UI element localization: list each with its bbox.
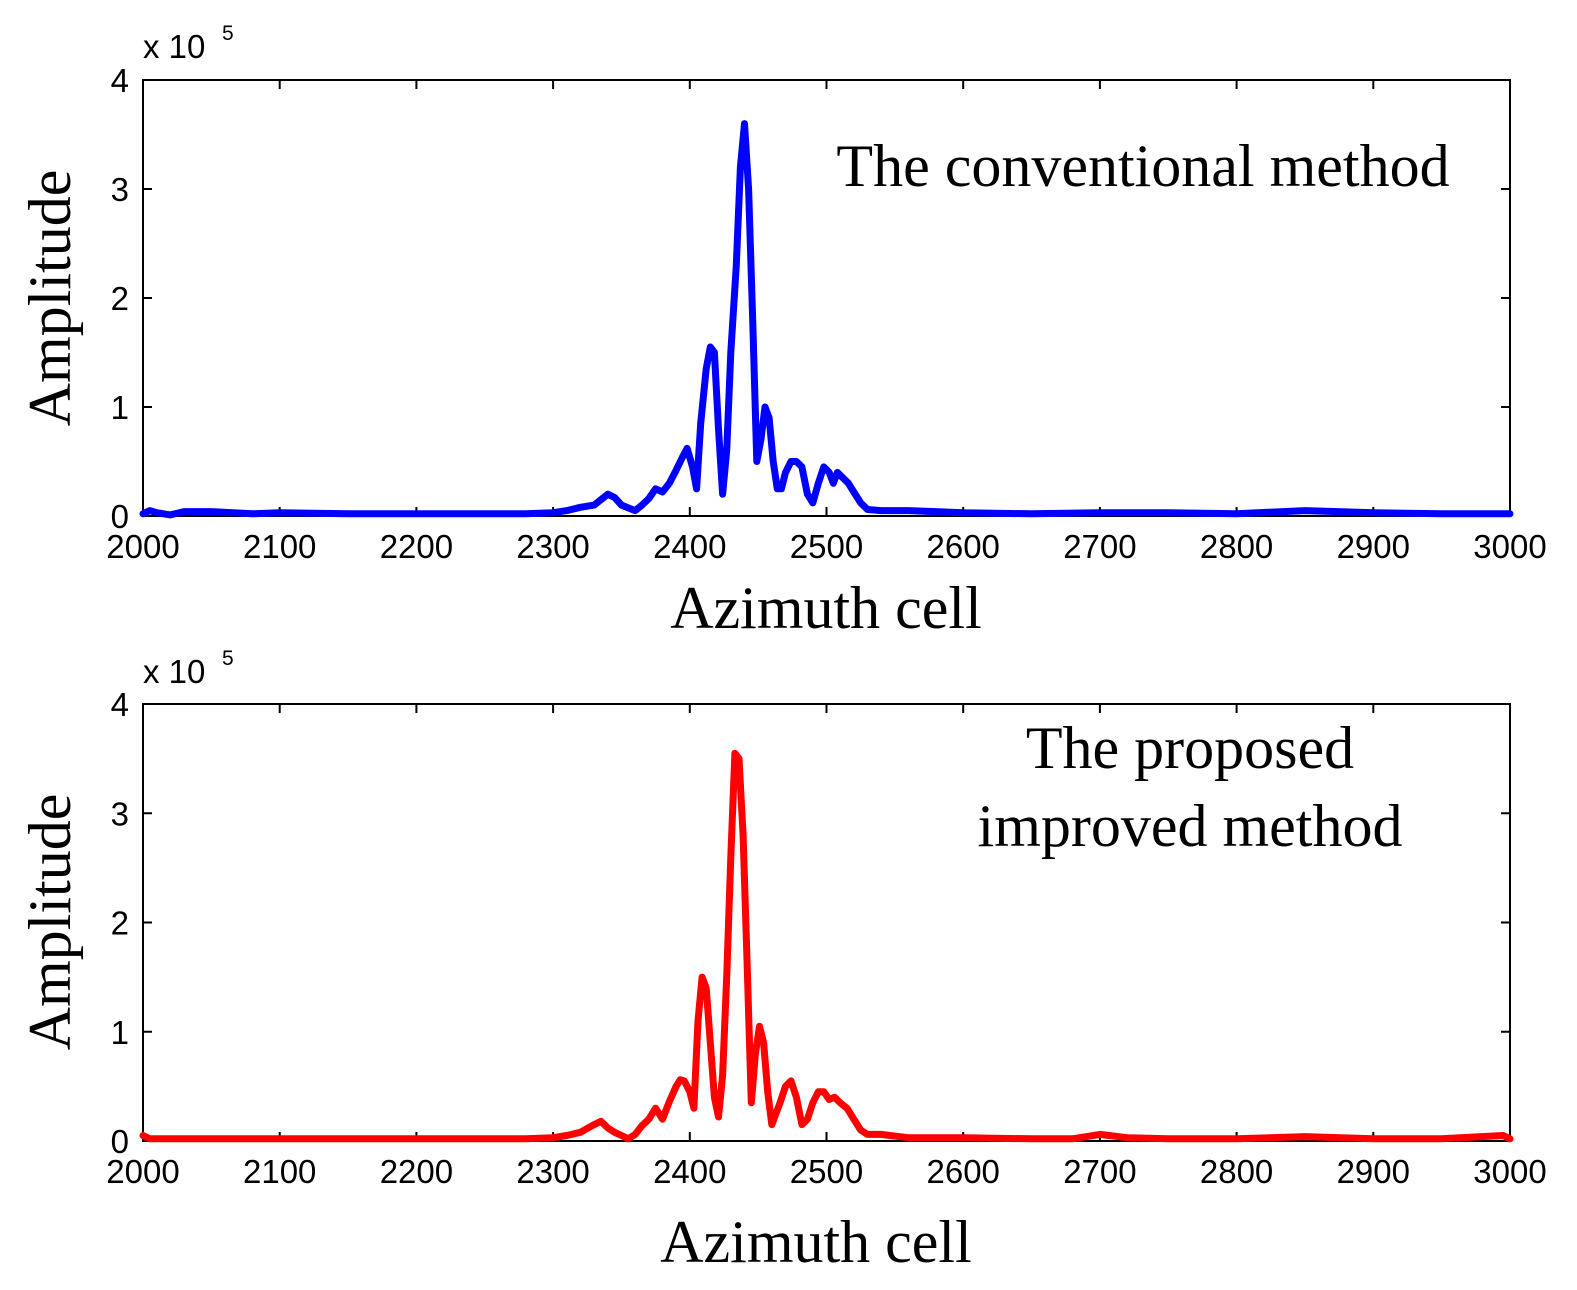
bottom-x-tick-label: 2800 [1200, 1153, 1273, 1190]
bottom-x-tick-label: 2400 [653, 1153, 726, 1190]
top-x-tick-label: 2700 [1063, 528, 1136, 565]
bottom-y-tick-label: 3 [111, 795, 129, 832]
top-y-tick-label: 4 [111, 62, 129, 99]
bottom-y-tick-label: 2 [111, 905, 129, 942]
bottom-y-ticks: 0 1 2 3 4 [111, 686, 1510, 1160]
top-x-tick-label: 2400 [653, 528, 726, 565]
bottom-y-exponent-power: 5 [222, 647, 234, 670]
top-x-tick-label: 2300 [516, 528, 589, 565]
top-x-tick-label: 2600 [926, 528, 999, 565]
top-x-tick-label: 2100 [243, 528, 316, 565]
top-x-ticks: 2000 2100 2200 2300 2400 2500 2600 2700 2800 2900… [106, 80, 1547, 565]
bottom-x-tick-label: 2300 [516, 1153, 589, 1190]
top-series-layer [139, 120, 1514, 519]
bottom-y-tick-label: 4 [111, 686, 129, 723]
top-y-tick-label: 0 [111, 498, 129, 535]
top-panel: 2000 2100 2200 2300 2400 2500 2600 2700 2800 2900… [17, 22, 1547, 641]
bottom-y-exponent-prefix: x 10 [143, 653, 205, 690]
bottom-series-line [139, 749, 1514, 1143]
bottom-x-ticks: 2000 2100 2200 2300 2400 2500 2600 2700 2800 2900… [106, 704, 1547, 1190]
top-x-axis-title: Azimuth cell [670, 575, 982, 641]
bottom-x-tick-label: 2700 [1063, 1153, 1136, 1190]
bottom-x-tick-label: 2100 [243, 1153, 316, 1190]
bottom-annotation-line-1: The proposed [1026, 715, 1354, 781]
top-y-tick-label: 2 [111, 280, 129, 317]
top-x-tick-label: 2900 [1337, 528, 1410, 565]
top-y-tick-label: 3 [111, 171, 129, 208]
top-x-tick-label: 2000 [106, 528, 179, 565]
top-annotation-line-1: The conventional method [836, 133, 1449, 199]
top-series-line [139, 120, 1514, 519]
bottom-y-axis-title: Amplitude [17, 794, 83, 1051]
bottom-x-axis-title: Azimuth cell [660, 1209, 972, 1275]
bottom-y-tick-label: 1 [111, 1014, 129, 1051]
top-y-exponent-power: 5 [222, 22, 234, 45]
bottom-annotation-line-2: improved method [978, 793, 1403, 859]
bottom-x-tick-label: 3000 [1473, 1153, 1546, 1190]
bottom-y-tick-label: 0 [111, 1123, 129, 1160]
top-y-ticks: 0 1 2 3 4 [111, 62, 1510, 535]
bottom-x-tick-label: 2200 [380, 1153, 453, 1190]
top-x-tick-label: 3000 [1473, 528, 1546, 565]
top-x-tick-label: 2800 [1200, 528, 1273, 565]
top-y-exponent-prefix: x 10 [143, 28, 205, 65]
bottom-x-tick-label: 2000 [106, 1153, 179, 1190]
top-y-tick-label: 1 [111, 389, 129, 426]
bottom-panel: 2000 2100 2200 2300 2400 2500 2600 2700 2800 2900… [17, 647, 1547, 1275]
bottom-x-tick-label: 2900 [1337, 1153, 1410, 1190]
top-x-tick-label: 2200 [380, 528, 453, 565]
bottom-series-layer [139, 749, 1514, 1143]
top-x-tick-label: 2500 [790, 528, 863, 565]
bottom-x-tick-label: 2500 [790, 1153, 863, 1190]
bottom-x-tick-label: 2600 [926, 1153, 999, 1190]
top-y-axis-title: Amplitude [17, 170, 83, 427]
